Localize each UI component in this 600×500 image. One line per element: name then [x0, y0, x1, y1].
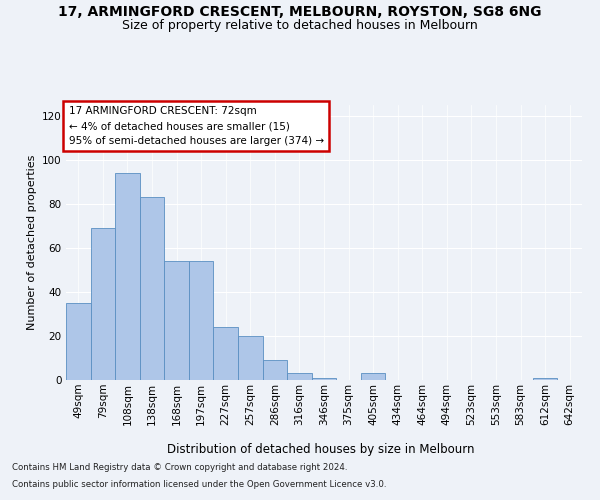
Text: Contains public sector information licensed under the Open Government Licence v3: Contains public sector information licen…	[12, 480, 386, 489]
Text: 17, ARMINGFORD CRESCENT, MELBOURN, ROYSTON, SG8 6NG: 17, ARMINGFORD CRESCENT, MELBOURN, ROYST…	[58, 5, 542, 19]
Text: Size of property relative to detached houses in Melbourn: Size of property relative to detached ho…	[122, 18, 478, 32]
Bar	[140, 198, 164, 380]
Bar	[115, 173, 140, 380]
Bar	[66, 303, 91, 380]
Bar	[91, 228, 115, 380]
Bar	[361, 374, 385, 380]
Bar	[189, 261, 214, 380]
Text: 17 ARMINGFORD CRESCENT: 72sqm
← 4% of detached houses are smaller (15)
95% of se: 17 ARMINGFORD CRESCENT: 72sqm ← 4% of de…	[68, 106, 324, 146]
Y-axis label: Number of detached properties: Number of detached properties	[26, 155, 37, 330]
Bar	[287, 374, 312, 380]
Bar	[164, 261, 189, 380]
Bar	[312, 378, 336, 380]
Bar	[214, 327, 238, 380]
Bar	[263, 360, 287, 380]
Bar	[238, 336, 263, 380]
Text: Distribution of detached houses by size in Melbourn: Distribution of detached houses by size …	[167, 442, 475, 456]
Text: Contains HM Land Registry data © Crown copyright and database right 2024.: Contains HM Land Registry data © Crown c…	[12, 464, 347, 472]
Bar	[533, 378, 557, 380]
